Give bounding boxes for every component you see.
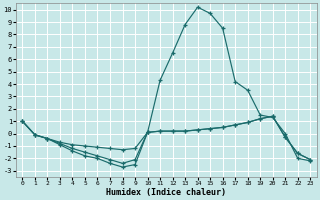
X-axis label: Humidex (Indice chaleur): Humidex (Indice chaleur): [106, 188, 226, 197]
